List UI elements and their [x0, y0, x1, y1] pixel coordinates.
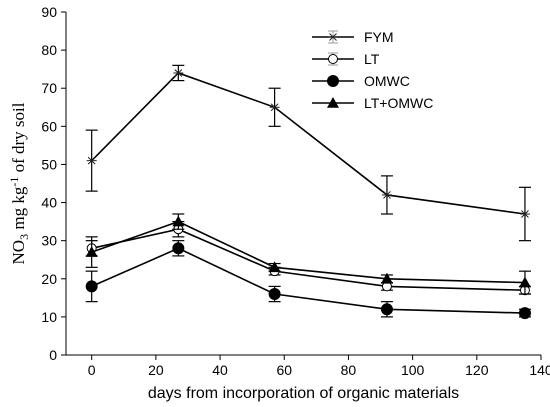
- series-lt-omwc: [85, 213, 531, 295]
- x-tick-label: 0: [88, 362, 96, 378]
- data-point: [85, 246, 98, 257]
- series-omwc: [85, 240, 531, 320]
- x-tick-label: 80: [341, 362, 357, 378]
- legend-item-fym: FYM: [312, 29, 394, 45]
- series-line: [91, 220, 525, 284]
- legend: FYM LT OMWC LT+OMWC: [312, 29, 433, 111]
- data-point: [269, 103, 280, 112]
- y-tick-label: 60: [41, 118, 57, 134]
- data-point: [85, 280, 98, 293]
- legend-label: LT+OMWC: [364, 95, 433, 111]
- y-axis-title-sup: -1: [7, 177, 21, 187]
- x-axis-title: days from incorporation of organic mater…: [148, 385, 459, 402]
- legend-item-lt: LT: [312, 51, 380, 67]
- series-fym: [85, 64, 531, 242]
- data-point: [173, 69, 184, 77]
- data-point: [268, 288, 281, 301]
- y-axis-title-mid: mg kg: [9, 186, 28, 234]
- legend-label: LT: [364, 51, 380, 67]
- y-tick-label: 10: [41, 309, 57, 325]
- data-point: [268, 261, 281, 273]
- series-layer: [85, 64, 531, 320]
- y-axis-title-main: NO: [9, 240, 28, 265]
- y-tick-label: 70: [41, 80, 57, 96]
- data-point: [519, 210, 530, 218]
- y-tick-label: 0: [49, 347, 57, 363]
- data-point: [172, 242, 185, 255]
- y-tick-label: 80: [41, 42, 57, 58]
- legend-item-lt-omwc: LT+OMWC: [312, 95, 433, 111]
- data-point: [86, 156, 97, 165]
- legend-item-omwc: OMWC: [312, 73, 410, 89]
- data-point: [172, 215, 185, 227]
- x-tick-label: 20: [148, 362, 164, 378]
- data-point: [518, 276, 531, 288]
- data-point: [380, 272, 393, 284]
- y-tick-label: 90: [41, 4, 57, 20]
- y-tick-label: 40: [41, 195, 57, 211]
- legend-label: FYM: [364, 29, 394, 45]
- axes: 0 10 20 30 40 50 60 70 80 90 0 20 40 60 80 100 120 140: [41, 4, 550, 378]
- y-axis-title-sub: 3: [17, 234, 31, 240]
- data-point: [381, 191, 392, 199]
- legend-label: OMWC: [364, 73, 410, 89]
- legend-marker: [327, 97, 339, 108]
- series-line: [91, 72, 526, 215]
- legend-marker: [327, 75, 339, 87]
- legend-marker: [328, 54, 338, 64]
- x-tick-label: 100: [401, 362, 425, 378]
- data-point: [380, 303, 393, 316]
- data-point: [518, 307, 531, 320]
- y-tick-label: 50: [41, 156, 57, 172]
- y-tick-label: 30: [41, 233, 57, 249]
- x-tick-label: 60: [276, 362, 292, 378]
- series-lt: [85, 221, 531, 296]
- x-tick-label: 140: [529, 362, 550, 378]
- x-tick-label: 120: [465, 362, 489, 378]
- x-tick-label: 40: [212, 362, 228, 378]
- y-axis-title-tail: of dry soil: [9, 102, 28, 176]
- y-tick-label: 20: [41, 271, 57, 287]
- y-axis-title: NO3 mg kg-1 of dry soil: [7, 102, 31, 264]
- legend-marker: [328, 33, 338, 41]
